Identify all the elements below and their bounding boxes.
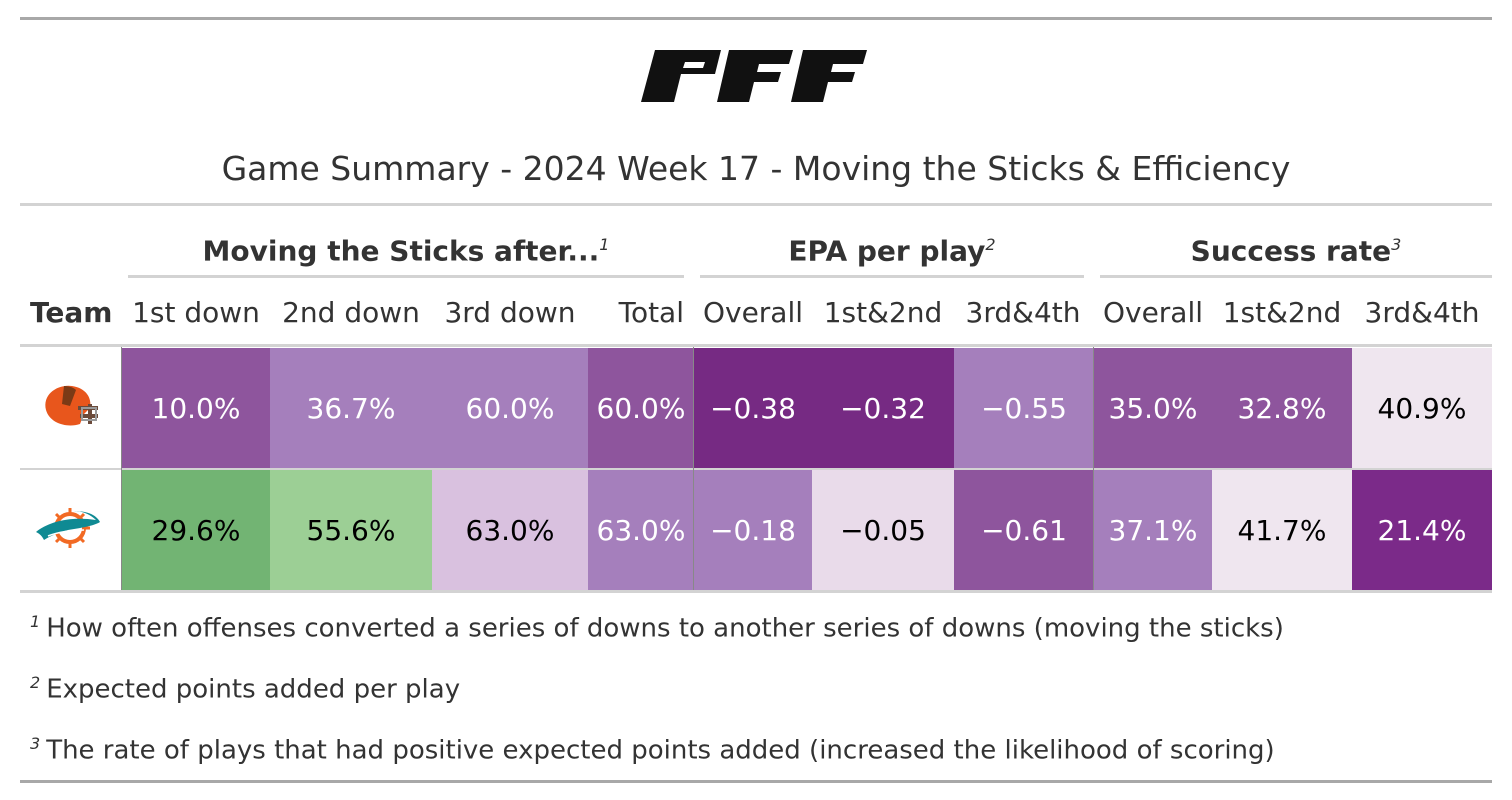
spanner-success-note: 3 xyxy=(1391,235,1402,254)
row2-cell-1st-down: 29.6% xyxy=(122,470,270,590)
column-header-success-1st-2nd: 1st&2nd xyxy=(1222,296,1342,329)
spanner-epa-label: EPA per play xyxy=(788,234,986,268)
spanner-success-rate: Success rate3 xyxy=(1100,222,1492,268)
column-header-3rd-down: 3rd down xyxy=(444,296,576,329)
row2-cell-total: 63.0% xyxy=(588,470,694,590)
bottom-rule xyxy=(20,780,1492,783)
footnote-1: 1 How often offenses converted a series o… xyxy=(30,612,1284,644)
column-header-1st-down: 1st down xyxy=(132,296,260,329)
spanner-success-underline xyxy=(1100,275,1492,278)
column-separator xyxy=(121,347,122,590)
footnote-2-text: Expected points added per play xyxy=(46,674,461,705)
row1-cell-2nd-down: 36.7% xyxy=(270,348,432,468)
footnote-3: 3 The rate of plays that had positive exp… xyxy=(30,734,1275,766)
row2-cell-epa-3rd-4th: −0.61 xyxy=(954,470,1094,590)
row1-cell-success-overall: 35.0% xyxy=(1094,348,1212,468)
row2-cell-epa-overall: −0.18 xyxy=(694,470,812,590)
row-divider xyxy=(20,468,1492,470)
row1-cell-success-1st-2nd: 32.8% xyxy=(1212,348,1352,468)
row2-cell-3rd-down: 63.0% xyxy=(432,470,588,590)
footnote-2: 2 Expected points added per play xyxy=(30,673,460,705)
row2-cell-success-overall: 37.1% xyxy=(1094,470,1212,590)
browns-helmet-graphic xyxy=(45,385,98,426)
row2-cell-success-1st-2nd: 41.7% xyxy=(1212,470,1352,590)
title-rule xyxy=(20,203,1492,206)
row1-cell-3rd-down: 60.0% xyxy=(432,348,588,468)
row1-cell-epa-overall: −0.38 xyxy=(694,348,812,468)
footnote-3-mark: 3 xyxy=(30,734,41,753)
footnote-1-mark: 1 xyxy=(30,612,41,631)
row1-cell-epa-1st-2nd: −0.32 xyxy=(812,348,954,468)
row2-cell-2nd-down: 55.6% xyxy=(270,470,432,590)
top-rule xyxy=(20,17,1492,20)
pff-logo xyxy=(641,48,869,108)
spanner-epa-note: 2 xyxy=(985,235,996,254)
spanner-moving-underline xyxy=(128,275,684,278)
row2-cell-success-3rd-4th: 21.4% xyxy=(1352,470,1492,590)
footnote-1-text: How often offenses converted a series of… xyxy=(46,613,1284,644)
miami-dolphins-logo-icon xyxy=(34,506,102,554)
column-header-success-3rd-4th: 3rd&4th xyxy=(1364,296,1480,329)
row2-cell-epa-1st-2nd: −0.05 xyxy=(812,470,954,590)
column-header-success-overall: Overall xyxy=(1102,296,1204,329)
spanner-success-label: Success rate xyxy=(1190,234,1392,268)
row1-cell-epa-3rd-4th: −0.55 xyxy=(954,348,1094,468)
column-header-2nd-down: 2nd down xyxy=(282,296,420,329)
cleveland-browns-helmet-icon xyxy=(40,384,100,432)
footnote-2-mark: 2 xyxy=(30,673,41,692)
row1-cell-total: 60.0% xyxy=(588,348,694,468)
spanner-moving-the-sticks: Moving the Sticks after...1 xyxy=(128,222,684,268)
row1-cell-1st-down: 10.0% xyxy=(122,348,270,468)
column-header-epa-1st-2nd: 1st&2nd xyxy=(823,296,943,329)
column-separator xyxy=(693,347,694,590)
dolphins-logo-graphic xyxy=(36,508,100,548)
column-header-epa-overall: Overall xyxy=(702,296,804,329)
spanner-moving-label: Moving the Sticks after... xyxy=(202,234,600,268)
spanner-moving-note: 1 xyxy=(599,235,610,254)
pff-logo-graphic xyxy=(641,50,867,102)
table-title: Game Summary - 2024 Week 17 - Moving the… xyxy=(221,149,1291,188)
spanner-epa: EPA per play2 xyxy=(700,222,1084,268)
spanner-epa-underline xyxy=(700,275,1084,278)
column-header-total: Total xyxy=(618,296,684,329)
column-header-team: Team xyxy=(30,296,113,329)
row1-cell-success-3rd-4th: 40.9% xyxy=(1352,348,1492,468)
header-rule xyxy=(20,344,1492,347)
footnote-3-text: The rate of plays that had positive expe… xyxy=(46,735,1275,766)
table-bottom-rule xyxy=(20,590,1492,593)
column-separator xyxy=(1093,347,1094,590)
column-header-epa-3rd-4th: 3rd&4th xyxy=(965,296,1081,329)
